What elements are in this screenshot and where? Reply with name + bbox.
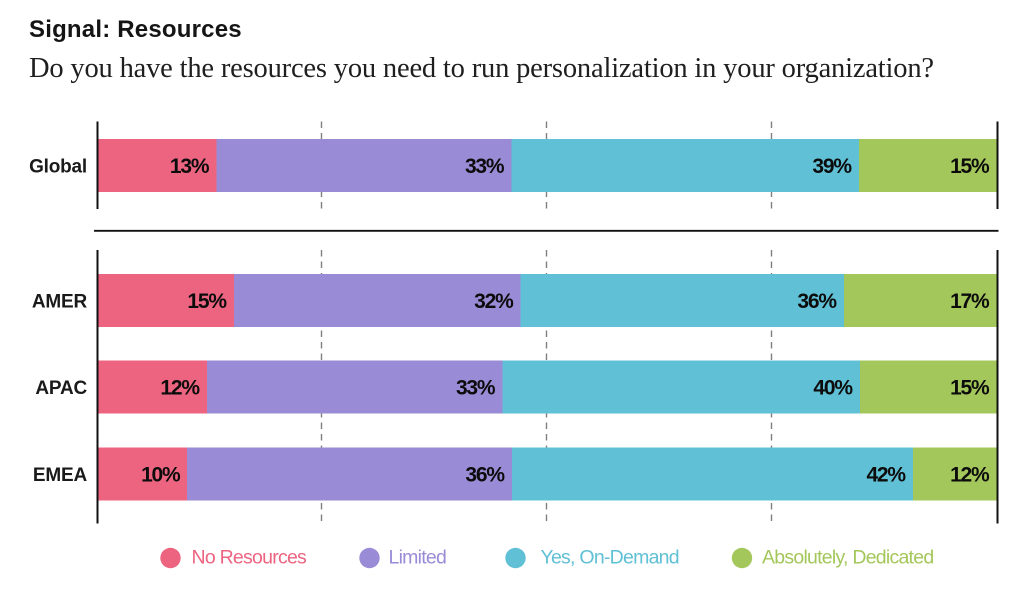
svg-text:33%: 33% — [465, 155, 505, 178]
svg-text:Yes, On-Demand: Yes, On-Demand — [541, 547, 679, 569]
svg-text:17%: 17% — [950, 290, 990, 313]
svg-text:Limited: Limited — [389, 547, 447, 569]
svg-text:15%: 15% — [187, 290, 227, 313]
svg-text:39%: 39% — [812, 155, 852, 178]
svg-text:AMER: AMER — [32, 291, 88, 312]
svg-text:15%: 15% — [950, 377, 990, 400]
svg-text:Absolutely, Dedicated: Absolutely, Dedicated — [762, 547, 933, 569]
svg-text:32%: 32% — [474, 290, 514, 313]
svg-text:36%: 36% — [797, 290, 837, 313]
svg-text:36%: 36% — [465, 464, 505, 487]
svg-text:12%: 12% — [950, 464, 990, 487]
svg-text:APAC: APAC — [35, 378, 87, 399]
svg-text:EMEA: EMEA — [33, 465, 88, 486]
svg-text:33%: 33% — [456, 377, 496, 400]
svg-text:Do you have the resources you: Do you have the resources you need to ru… — [29, 53, 934, 84]
svg-text:42%: 42% — [866, 464, 906, 487]
svg-text:40%: 40% — [813, 377, 853, 400]
svg-text:13%: 13% — [170, 155, 210, 178]
svg-text:15%: 15% — [950, 155, 990, 178]
svg-text:Global: Global — [29, 156, 87, 177]
svg-text:12%: 12% — [160, 377, 200, 400]
svg-text:No Resources: No Resources — [192, 547, 308, 569]
svg-text:Signal: Resources: Signal: Resources — [29, 16, 242, 43]
svg-text:10%: 10% — [141, 464, 181, 487]
